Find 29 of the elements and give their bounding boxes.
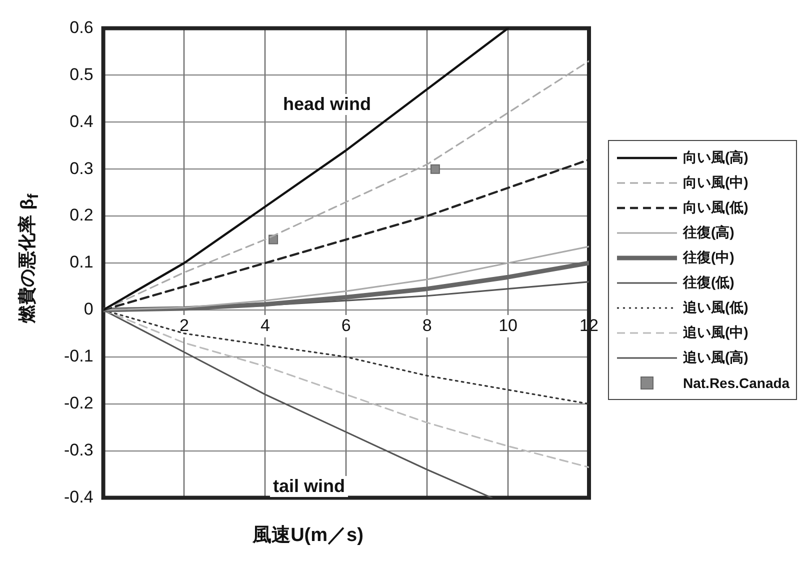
legend-label: 往復(高) [683,224,734,242]
y-tick-label: 0.3 [70,158,94,178]
x-tick-label: 6 [341,316,351,335]
y-tick-label: -0.2 [64,394,94,413]
annotation: head wind [280,94,374,115]
x-tick-label: 10 [498,316,518,335]
legend-label: 往復(低) [683,274,734,292]
legend-label: 向い風(高) [683,148,748,166]
x-tick-label: 8 [422,316,432,335]
y-tick-label: -0.1 [64,346,94,366]
annotation: tail wind [270,476,348,497]
y-tick-label: 0 [84,300,94,319]
y-tick-label: 0.2 [70,206,94,225]
legend-label: 追い風(低) [683,298,748,316]
legend-label: 往復(中) [683,248,734,266]
y-tick-label: 0.1 [70,252,94,272]
y-tick-label: 0.4 [70,112,94,131]
x-tick-label: 4 [260,316,270,335]
legend-label: 追い風(中) [683,324,748,342]
legend-label: Nat.Res.Canada [683,374,790,390]
y-tick-label: 0.5 [70,64,94,84]
y-tick-label: -0.3 [64,440,94,460]
legend-label: 追い風(高) [683,348,748,366]
x-axis-title: 風速U(m／s) [251,524,364,548]
x-tick-label: 2 [180,316,189,335]
legend-label: 向い風(中) [683,174,748,192]
legend-label: 向い風(低) [683,198,748,216]
y-tick-label: 0.6 [70,18,94,37]
y-tick-label: -0.4 [64,487,94,506]
